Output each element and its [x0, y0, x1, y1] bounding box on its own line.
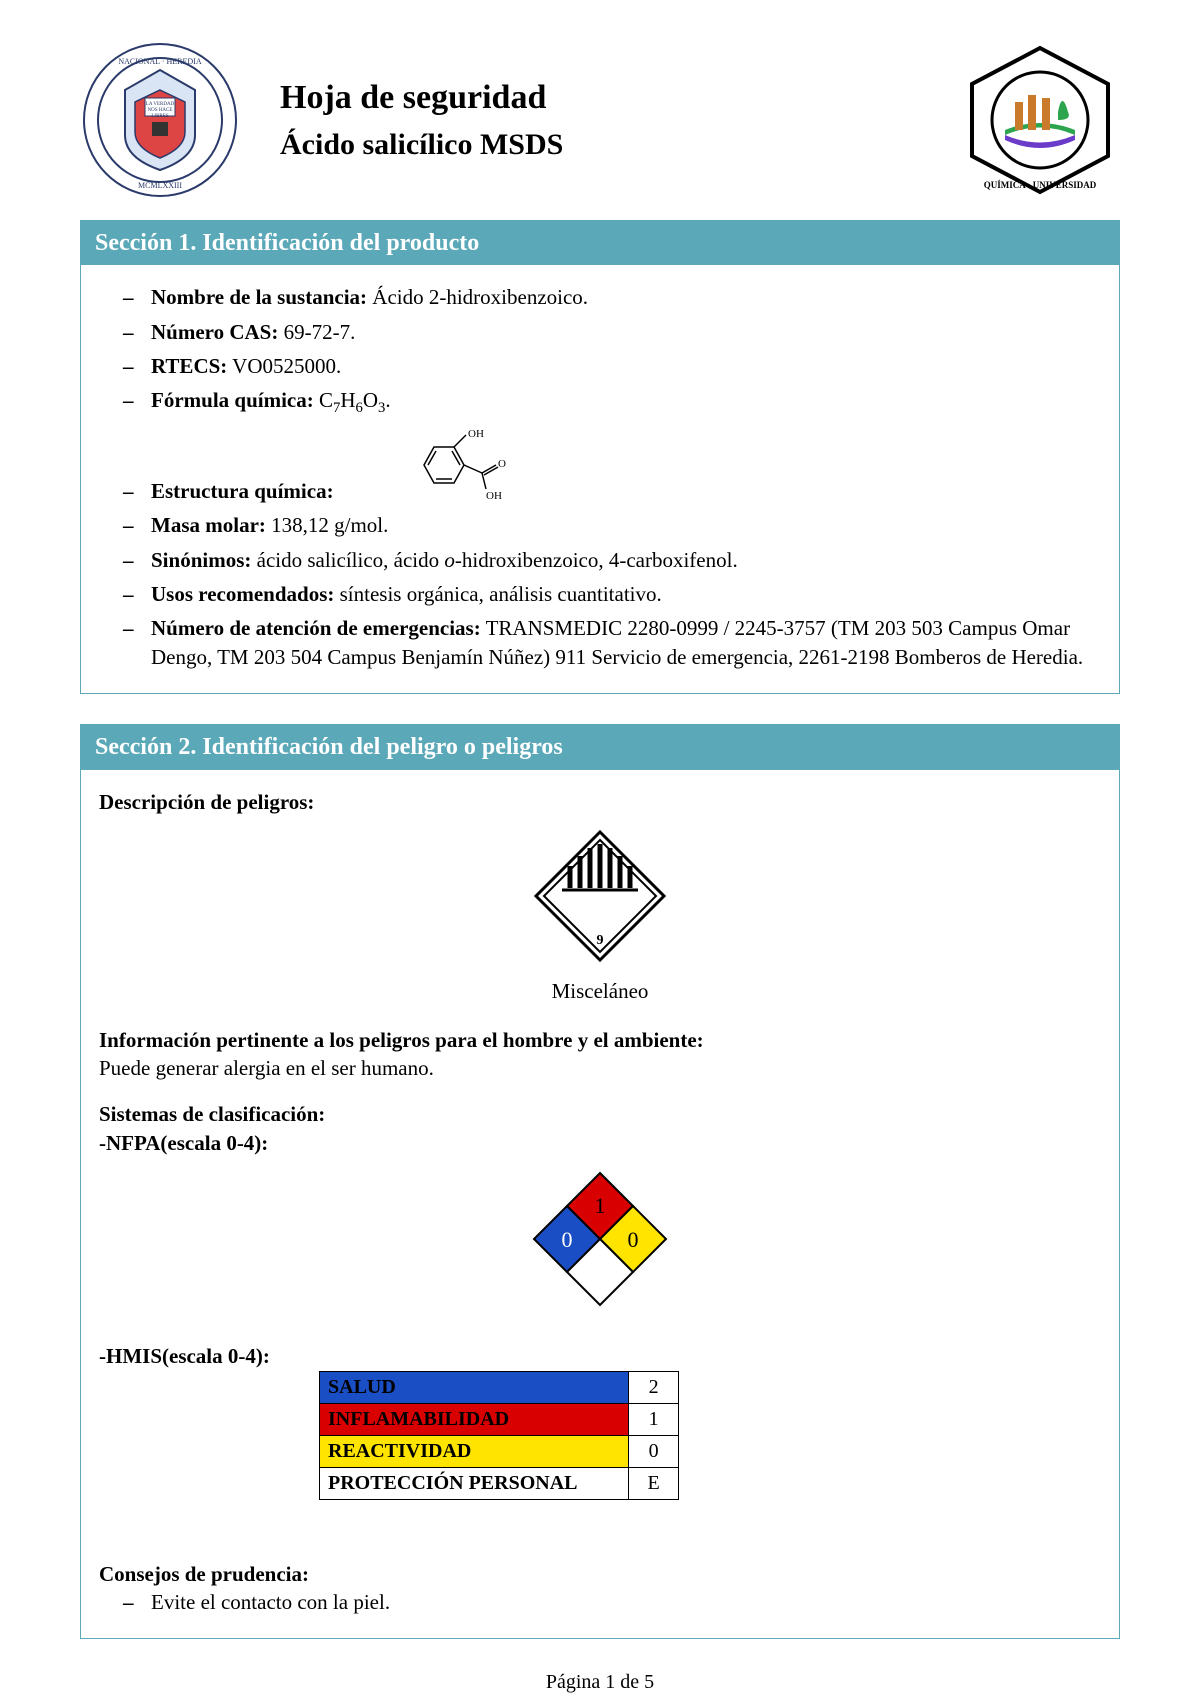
nfpa-diamond-block: 1 0 0 — [99, 1165, 1101, 1322]
svg-text:1: 1 — [595, 1193, 606, 1218]
chemical-structure-icon: OH O OH — [404, 425, 524, 505]
item-value: 69-72-7. — [278, 320, 355, 344]
title-block: Hoja de seguridad Ácido salicílico MSDS — [240, 75, 960, 165]
svg-text:0: 0 — [562, 1227, 573, 1252]
document-header: LA VERDAD NOS HACE LIBRES NACIONAL · HER… — [80, 40, 1120, 200]
svg-text:LIBRES: LIBRES — [151, 114, 168, 119]
svg-text:LA VERDAD: LA VERDAD — [146, 102, 175, 107]
hmis-row: -HMIS(escala 0-4): — [99, 1342, 1101, 1370]
item-label: Número CAS: — [151, 320, 278, 344]
item-value: 138,12 g/mol. — [266, 513, 389, 537]
item-label: Fórmula química: — [151, 388, 314, 412]
section-2-box: Sección 2. Identificación del peligro o … — [80, 724, 1120, 1639]
hmis-row-item: PROTECCIÓN PERSONALE — [320, 1467, 679, 1499]
list-item: Evite el contacto con la piel. — [123, 1588, 1101, 1616]
svg-text:QUÍMICA · UNIVERSIDAD: QUÍMICA · UNIVERSIDAD — [984, 180, 1097, 190]
hazard-caption: Misceláneo — [99, 977, 1101, 1005]
item-label: RTECS: — [151, 354, 227, 378]
item-value: Ácido 2-hidroxibenzoico. — [367, 285, 588, 309]
hmis-label-cell: SALUD — [320, 1371, 629, 1403]
hmis-label-cell: INFLAMABILIDAD — [320, 1403, 629, 1435]
item-label: Sinónimos: — [151, 548, 251, 572]
section-1-list: Nombre de la sustancia: Ácido 2-hidroxib… — [99, 283, 1101, 671]
svg-text:NACIONAL · HEREDIA: NACIONAL · HEREDIA — [118, 57, 201, 66]
list-item: Número de atención de emergencias: TRANS… — [123, 614, 1101, 671]
doc-title-1: Hoja de seguridad — [280, 75, 960, 121]
hmis-label: -HMIS(escala 0-4): — [99, 1342, 270, 1370]
svg-text:O: O — [498, 458, 506, 470]
hmis-label-cell: REACTIVIDAD — [320, 1435, 629, 1467]
hmis-row-item: INFLAMABILIDAD1 — [320, 1403, 679, 1435]
info-text: Puede generar alergia en el ser humano. — [99, 1054, 1101, 1082]
doc-title-2: Ácido salicílico MSDS — [280, 125, 960, 166]
hazard-desc-label: Descripción de peligros: — [99, 788, 1101, 816]
svg-text:OH: OH — [486, 490, 502, 502]
list-item: Sinónimos: ácido salicílico, ácido o-hid… — [123, 546, 1101, 574]
hmis-table: SALUD2INFLAMABILIDAD1REACTIVIDAD0PROTECC… — [319, 1371, 679, 1500]
item-label: Masa molar: — [151, 513, 266, 537]
hmis-value-cell: 1 — [629, 1403, 679, 1435]
item-label: Número de atención de emergencias: — [151, 616, 481, 640]
chemistry-school-logo: QUÍMICA · UNIVERSIDAD — [960, 40, 1120, 200]
item-label: Nombre de la sustancia: — [151, 285, 367, 309]
list-item: Fórmula química: C7H6O3. — [123, 386, 1101, 419]
list-item: RTECS: VO0525000. — [123, 352, 1101, 380]
section-1-box: Sección 1. Identificación del producto N… — [80, 220, 1120, 694]
svg-text:NOS HACE: NOS HACE — [148, 108, 173, 113]
list-item: Número CAS: 69-72-7. — [123, 318, 1101, 346]
chemical-formula: C7H6O3. — [314, 388, 391, 412]
university-seal-logo: LA VERDAD NOS HACE LIBRES NACIONAL · HER… — [80, 40, 240, 200]
svg-text:MCMLXXIII: MCMLXXIII — [138, 181, 182, 190]
section-1-header: Sección 1. Identificación del producto — [81, 221, 1119, 265]
svg-text:0: 0 — [628, 1227, 639, 1252]
prudencia-list: Evite el contacto con la piel. — [99, 1588, 1101, 1616]
list-item: Nombre de la sustancia: Ácido 2-hidroxib… — [123, 283, 1101, 311]
item-value: VO0525000. — [227, 354, 341, 378]
misc-hazard-diamond-icon: 9 — [530, 826, 670, 966]
classif-label: Sistemas de clasificación: — [99, 1100, 1101, 1128]
misc-hazard-block: 9 Misceláneo — [99, 826, 1101, 1006]
svg-text:9: 9 — [597, 933, 604, 948]
item-label: Estructura química: — [151, 477, 334, 505]
hmis-value-cell: 2 — [629, 1371, 679, 1403]
item-label: Usos recomendados: — [151, 582, 334, 606]
svg-text:OH: OH — [468, 428, 484, 440]
hmis-row-item: REACTIVIDAD0 — [320, 1435, 679, 1467]
item-value: síntesis orgánica, análisis cuantitativo… — [334, 582, 661, 606]
list-item-structure: Estructura química: OH O OH — [123, 425, 1101, 505]
prudencia-item: Evite el contacto con la piel. — [151, 1590, 390, 1614]
item-value: ácido salicílico, ácido o-hidroxibenzoic… — [251, 548, 737, 572]
info-label: Información pertinente a los peligros pa… — [99, 1026, 1101, 1054]
section-2-header: Sección 2. Identificación del peligro o … — [81, 725, 1119, 769]
list-item: Usos recomendados: síntesis orgánica, an… — [123, 580, 1101, 608]
hmis-row-item: SALUD2 — [320, 1371, 679, 1403]
list-item: Masa molar: 138,12 g/mol. — [123, 511, 1101, 539]
hmis-value-cell: 0 — [629, 1435, 679, 1467]
page-footer: Página 1 de 5 — [80, 1669, 1120, 1696]
hmis-label-cell: PROTECCIÓN PERSONAL — [320, 1467, 629, 1499]
hmis-value-cell: E — [629, 1467, 679, 1499]
nfpa-diamond-icon: 1 0 0 — [525, 1165, 675, 1315]
nfpa-label: -NFPA(escala 0-4): — [99, 1129, 1101, 1157]
prudencia-label: Consejos de prudencia: — [99, 1560, 1101, 1588]
